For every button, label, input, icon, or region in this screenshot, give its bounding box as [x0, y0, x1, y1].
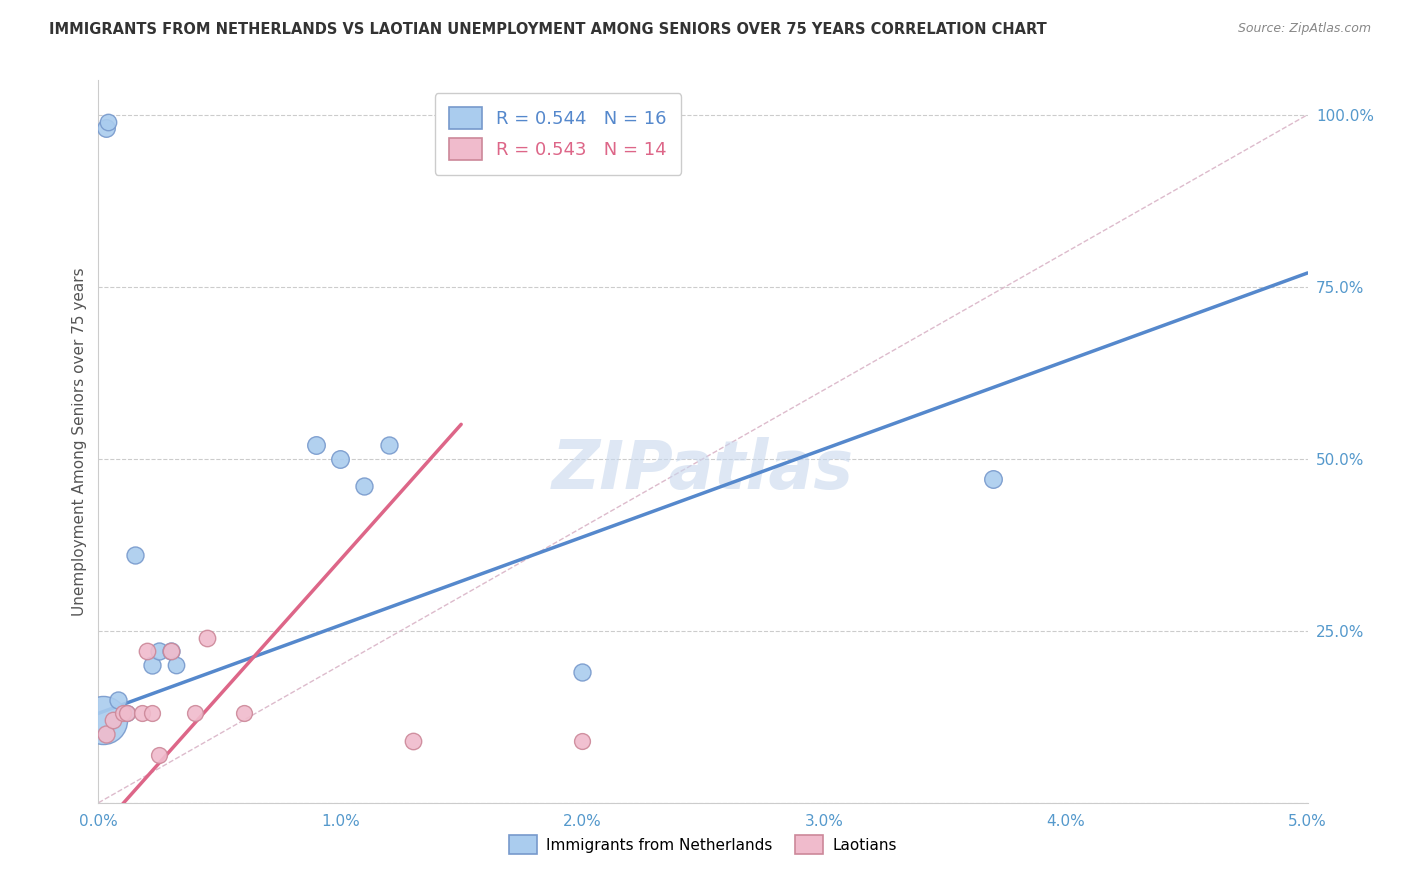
Point: [117, 706, 139, 721]
Text: IMMIGRANTS FROM NETHERLANDS VS LAOTIAN UNEMPLOYMENT AMONG SENIORS OVER 75 YEARS : IMMIGRANTS FROM NETHERLANDS VS LAOTIAN U…: [49, 22, 1047, 37]
Text: Source: ZipAtlas.com: Source: ZipAtlas.com: [1237, 22, 1371, 36]
Point: [141, 706, 163, 721]
Point: [135, 644, 157, 658]
Point: [402, 734, 425, 748]
Point: [94, 121, 117, 136]
Point: [981, 472, 1004, 486]
Point: [571, 665, 593, 679]
Point: [117, 706, 139, 721]
Point: [107, 692, 129, 706]
Point: [111, 706, 134, 721]
Point: [141, 658, 163, 673]
Point: [232, 706, 254, 721]
Point: [377, 438, 399, 452]
Y-axis label: Unemployment Among Seniors over 75 years: Unemployment Among Seniors over 75 years: [72, 268, 87, 615]
Point: [160, 644, 183, 658]
Point: [184, 706, 207, 721]
Point: [101, 713, 124, 727]
Point: [148, 644, 170, 658]
Point: [353, 479, 375, 493]
Point: [195, 631, 218, 645]
Point: [165, 658, 187, 673]
Legend: Immigrants from Netherlands, Laotians: Immigrants from Netherlands, Laotians: [503, 830, 903, 860]
Point: [305, 438, 328, 452]
Point: [124, 548, 146, 562]
Point: [91, 713, 114, 727]
Point: [131, 706, 153, 721]
Point: [329, 451, 352, 466]
Point: [148, 747, 170, 762]
Point: [160, 644, 183, 658]
Point: [97, 114, 120, 128]
Point: [571, 734, 593, 748]
Point: [94, 727, 117, 741]
Text: ZIPatlas: ZIPatlas: [553, 437, 853, 503]
